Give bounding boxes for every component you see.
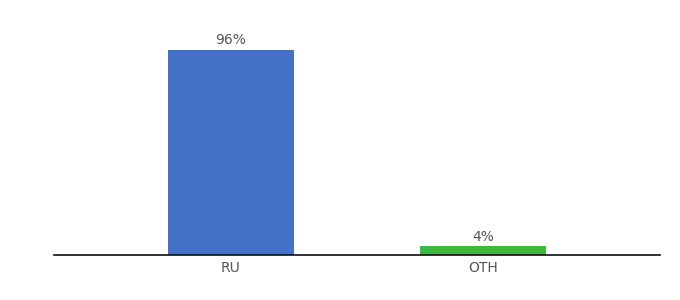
Text: 96%: 96% <box>216 33 246 47</box>
Text: 4%: 4% <box>472 230 494 244</box>
Bar <box>168 50 294 255</box>
Bar <box>420 246 546 255</box>
